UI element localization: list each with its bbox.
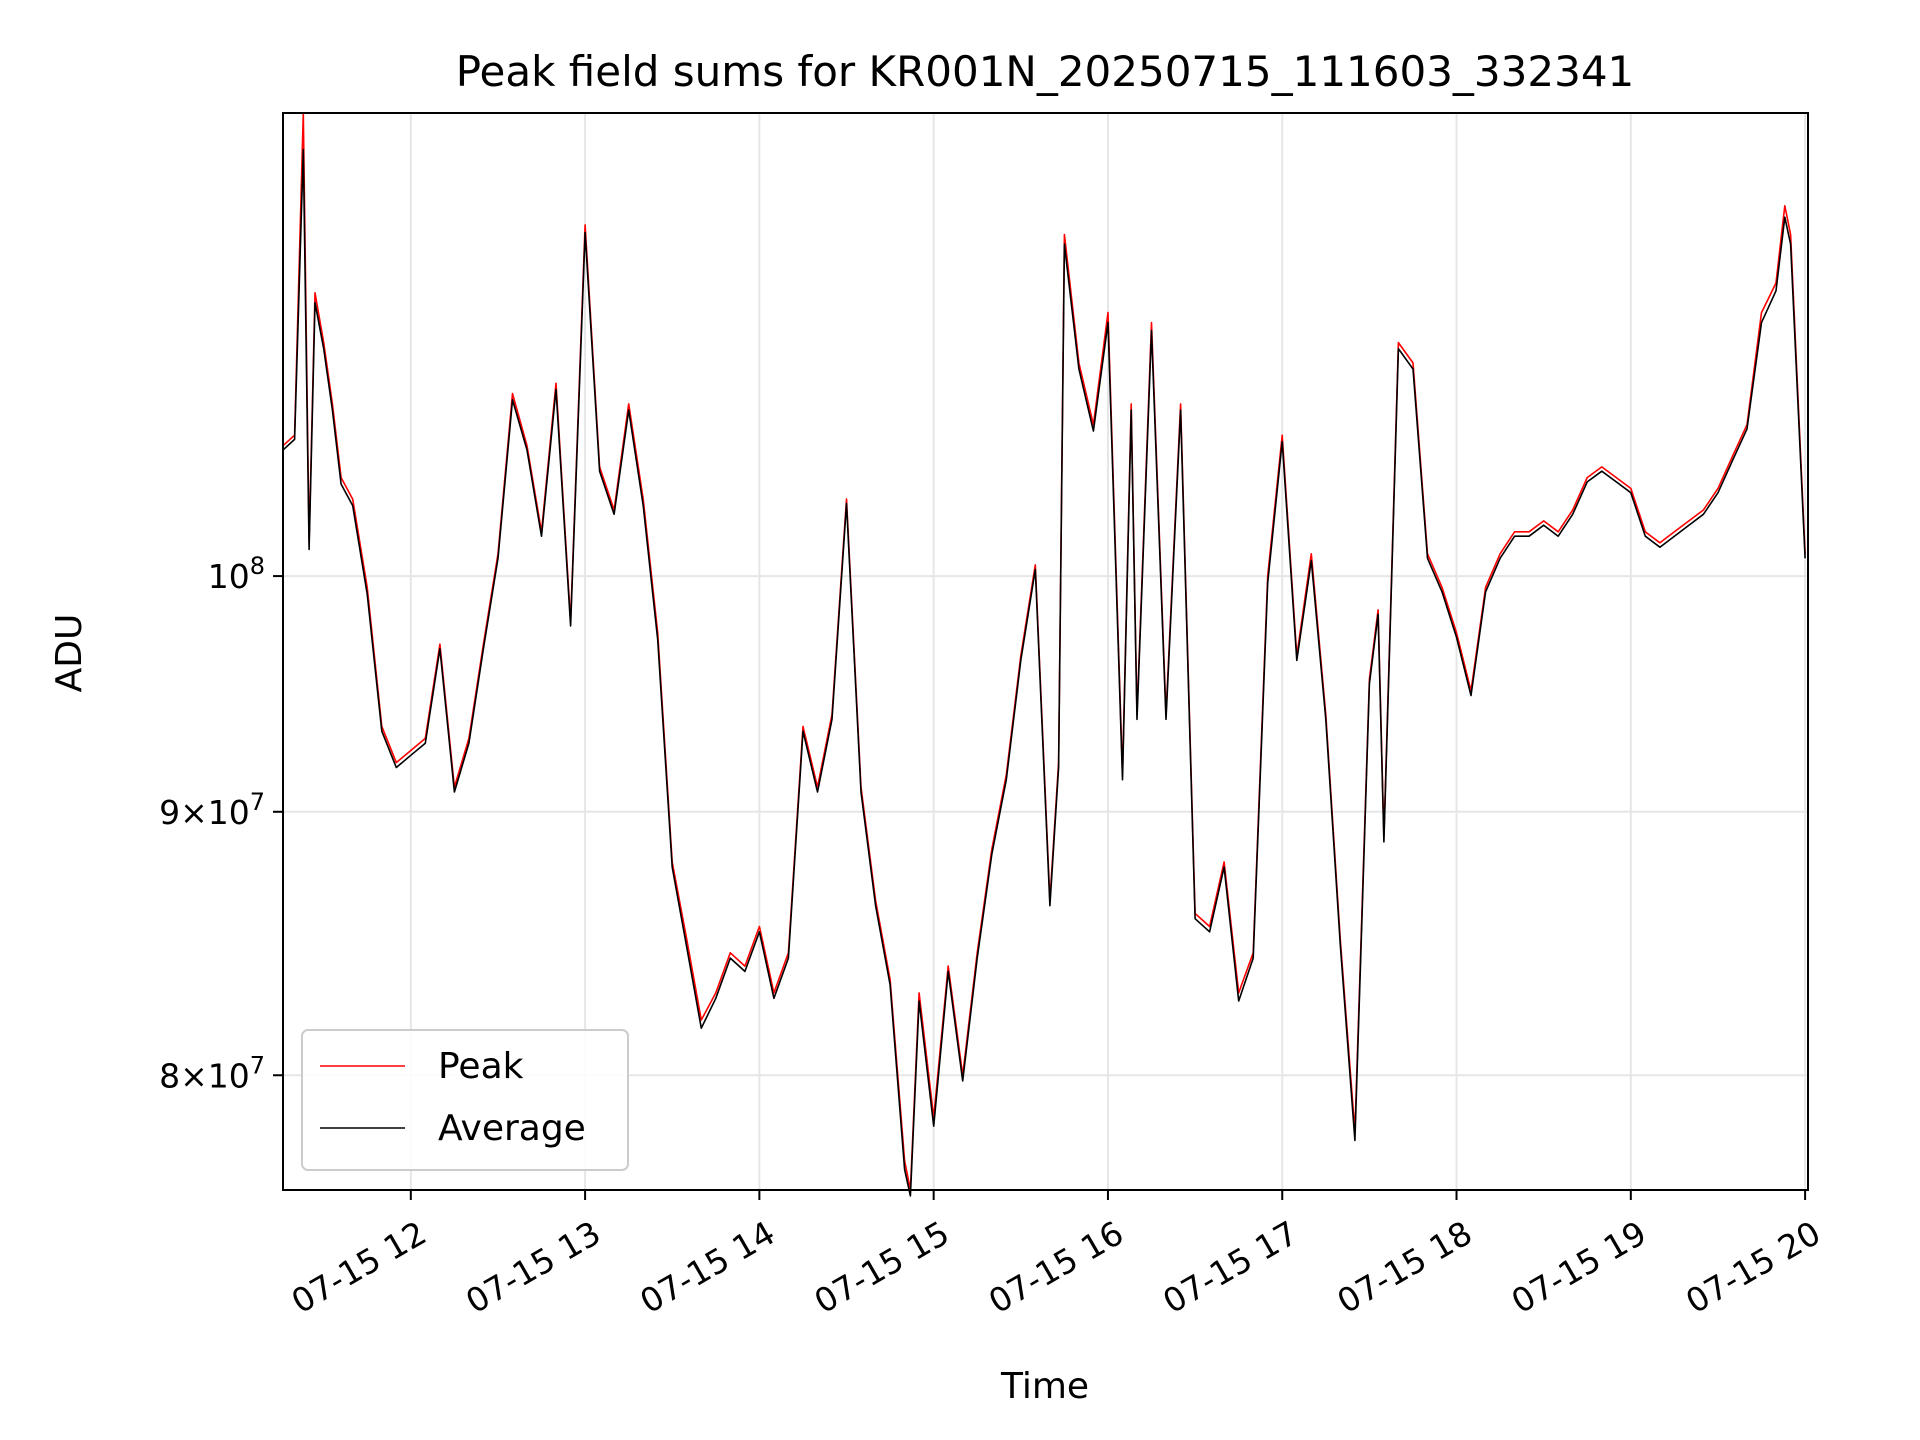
chart-title: Peak field sums for KR001N_20250715_1116… bbox=[456, 47, 1635, 96]
legend: Peak Average bbox=[301, 1029, 629, 1171]
x-axis-label: Time bbox=[1000, 1366, 1089, 1407]
y-axis: 8×107 9×107 108 bbox=[159, 552, 283, 1095]
y-tick-label: 9×107 bbox=[159, 788, 265, 832]
y-axis-label: ADU bbox=[49, 614, 90, 693]
series-layer bbox=[282, 112, 1806, 1197]
plot-area-frame bbox=[282, 112, 1809, 1191]
series-line-average bbox=[282, 148, 1806, 1197]
legend-entry-peak: Peak bbox=[438, 1046, 524, 1087]
legend-entry-average: Average bbox=[438, 1108, 586, 1149]
y-tick-label: 108 bbox=[208, 552, 265, 596]
y-tick-label: 8×107 bbox=[159, 1051, 265, 1095]
legend-box bbox=[301, 1029, 629, 1171]
